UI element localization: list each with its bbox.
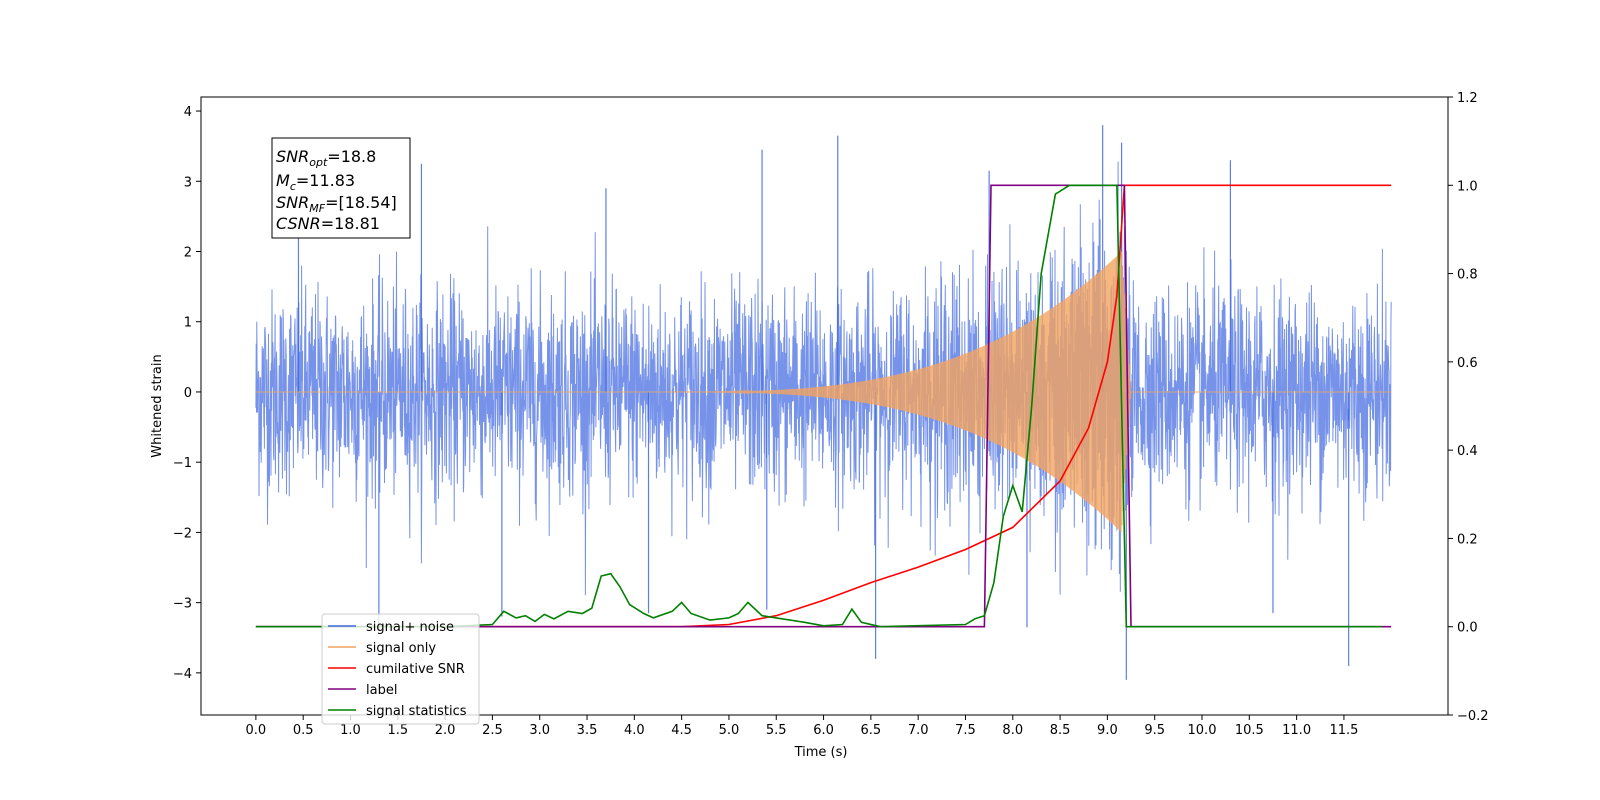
anno-mc-sub: c <box>290 180 296 193</box>
axes: 0.0 0.5 1.0 1.5 2.0 2.5 3.0 3.5 4.0 4.5 5.0 5.5 6.0 6… <box>173 91 1489 738</box>
y-axis-label: Whitened strain <box>150 354 165 457</box>
legend-item: label <box>328 683 397 698</box>
legend-label: cumilative SNR <box>366 662 465 677</box>
legend-label: signal only <box>366 641 436 656</box>
y-tick-label: −2 <box>173 526 192 541</box>
y-tick-label: 4 <box>184 105 192 120</box>
anno-csnr-symbol: CSNR <box>276 214 321 233</box>
legend-label: signal+ noise <box>366 620 454 635</box>
y2-tick-label: −0.2 <box>1457 709 1489 724</box>
x-tick-label: 3.5 <box>577 723 598 738</box>
x-axis-label: Time (s) <box>794 745 848 760</box>
anno-snr-mf-sub: MF <box>309 202 325 215</box>
y2-tick-label: 1.0 <box>1457 179 1478 194</box>
anno-csnr-value: =18.81 <box>321 214 380 233</box>
x-tick-label: 9.5 <box>1144 723 1165 738</box>
annotation-snr-mf: SNRMF=[18.54] <box>276 193 397 215</box>
legend-label: signal statistics <box>366 704 467 719</box>
x-tick-label: 8.0 <box>1002 723 1023 738</box>
anno-snr-opt-sub: opt <box>309 156 328 169</box>
x-tick-label: 4.0 <box>624 723 645 738</box>
annotation-csnr: CSNR=18.81 <box>276 214 380 233</box>
x-tick-label: 7.0 <box>908 723 929 738</box>
x-tick-label: 5.0 <box>719 723 740 738</box>
x-tick-label: 11.0 <box>1282 723 1311 738</box>
series-signal-only <box>255 251 1392 533</box>
x-tick-label: 10.0 <box>1188 723 1217 738</box>
y2-tick-label: 0.8 <box>1457 268 1478 283</box>
plot-frame <box>200 96 1449 716</box>
x-tick-label: 7.5 <box>955 723 976 738</box>
x-tick-label: 5.5 <box>766 723 787 738</box>
x-tick-label: 6.5 <box>861 723 882 738</box>
x-tick-label: 8.5 <box>1050 723 1071 738</box>
annotation-snr-opt: SNRopt=18.8 <box>276 147 376 169</box>
anno-snr-opt-symbol: SNR <box>276 147 309 166</box>
x-tick-label: 0.0 <box>246 723 267 738</box>
legend-label: label <box>366 683 397 698</box>
x-tick-label: 6.0 <box>813 723 834 738</box>
x-tick-label: 1.5 <box>387 723 408 738</box>
x-tick-label: 1.0 <box>340 723 361 738</box>
annotation-box: SNRopt=18.8 Mc=11.83 SNRMF=[18.54] CSNR=… <box>271 137 411 239</box>
anno-snr-opt-value: =18.8 <box>327 147 376 166</box>
plot-area <box>255 125 1392 680</box>
annotation-mc: Mc=11.83 <box>276 171 355 193</box>
anno-snr-mf-value: =[18.54] <box>325 193 397 212</box>
anno-mc-value: =11.83 <box>296 171 355 190</box>
y-tick-label: 1 <box>184 316 192 331</box>
x-tick-label: 3.0 <box>529 723 550 738</box>
y2-tick-label: 0.4 <box>1457 444 1478 459</box>
legend-item: signal statistics <box>328 704 467 719</box>
x-tick-label: 4.5 <box>671 723 692 738</box>
x-tick-label: 9.0 <box>1097 723 1118 738</box>
y-tick-label: 0 <box>184 386 192 401</box>
x-tick-label: 2.5 <box>482 723 503 738</box>
y-tick-label: −4 <box>173 667 192 682</box>
legend-item: signal+ noise <box>328 620 454 635</box>
legend-frame <box>321 613 480 725</box>
x-tick-label: 10.5 <box>1235 723 1264 738</box>
series-signal-statistics <box>255 184 1382 628</box>
annotation-frame <box>271 137 411 239</box>
x-tick-label: 11.5 <box>1329 723 1358 738</box>
anno-mc-symbol: M <box>276 171 290 190</box>
legend: signal+ noise signal only cumilative SNR… <box>321 613 480 725</box>
legend-item: cumilative SNR <box>328 662 465 677</box>
x-tick-label: 0.5 <box>293 723 314 738</box>
y2-tick-label: 0.2 <box>1457 532 1478 547</box>
y-tick-label: 2 <box>184 246 192 261</box>
anno-snr-mf-symbol: SNR <box>276 193 309 212</box>
y-tick-label: −1 <box>173 456 192 471</box>
y2-tick-label: 1.2 <box>1457 91 1478 106</box>
legend-item: signal only <box>328 641 436 656</box>
y2-tick-label: 0.6 <box>1457 356 1478 371</box>
x-tick-label: 2.0 <box>435 723 456 738</box>
y-tick-label: 3 <box>184 175 192 190</box>
y-tick-label: −3 <box>173 597 192 612</box>
series-cumulative-snr <box>255 184 1392 628</box>
y2-tick-label: 0.0 <box>1457 621 1478 636</box>
